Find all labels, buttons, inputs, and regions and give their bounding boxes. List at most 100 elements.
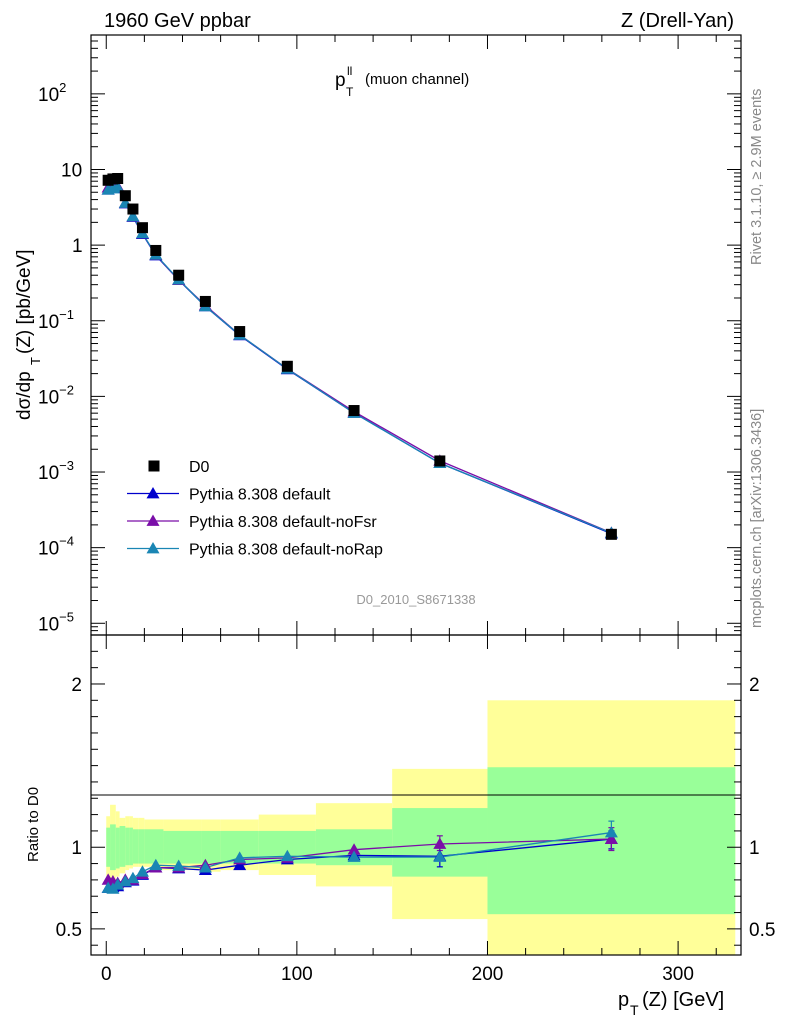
- main-y-tick-exponent: 2: [59, 80, 66, 95]
- ratio-band-stat: [106, 827, 111, 867]
- ratio-band-stat: [151, 829, 164, 864]
- data-point-d0: [150, 244, 162, 256]
- main-point-noRap: [111, 180, 125, 193]
- ratio-point-default: [233, 858, 247, 871]
- main-y-tick-exponent: −1: [59, 307, 74, 322]
- ratio-band-stat: [125, 827, 130, 866]
- data-point-d0: [434, 455, 446, 467]
- main-y-tick-base: 10: [38, 614, 59, 635]
- data-point-d0: [136, 222, 148, 234]
- data-point-d0: [281, 360, 293, 372]
- legend-marker-noRap: [146, 542, 160, 554]
- rivet-label: Rivet 3.1.10, ≥ 2.9M events: [749, 89, 765, 265]
- ratio-point-noRap: [347, 850, 361, 862]
- main-y-tick-exponent: −5: [59, 609, 74, 624]
- ratio-band-stat: [132, 829, 139, 864]
- ratio-series: [101, 820, 618, 894]
- analysis-watermark: D0_2010_S8671338: [356, 592, 475, 607]
- main-y-tick-label: 102: [38, 80, 66, 106]
- ratio-band-stat: [163, 830, 202, 864]
- ratio-point-noRap: [280, 849, 294, 862]
- plot-title-sup: ll: [347, 64, 352, 78]
- legend-label-noFsr: Pythia 8.308 default-noFsr: [189, 514, 377, 531]
- ratio-point-noRap: [126, 871, 140, 884]
- ratio-point-noRap: [111, 878, 125, 890]
- main-y-tick-label: 1: [72, 236, 83, 257]
- ratio-point-noRap: [433, 850, 447, 862]
- ratio-band-stat: [115, 827, 120, 869]
- ratio-y-axis-label: Ratio to D0: [25, 787, 42, 862]
- main-y-tick-label: 10: [61, 160, 82, 181]
- legend: D0 Pythia 8.308 default Pythia 8.308 defau…: [127, 459, 383, 559]
- main-line-default: [107, 186, 612, 535]
- main-y-axis-label: dσ/dp T (Z) [pb/GeV]: [14, 249, 43, 420]
- plot-title-main: p: [335, 70, 346, 91]
- ratio-band-stat: [119, 826, 126, 867]
- legend-label-data: D0: [189, 459, 210, 476]
- x-tick-label: 200: [472, 964, 504, 985]
- main-y-tick-label: 10−5: [38, 609, 74, 635]
- data-point-d0: [348, 405, 360, 417]
- ratio-band-stat: [144, 829, 152, 864]
- data-point-d0: [112, 173, 124, 185]
- ratio-y-tick-label-left: 1: [71, 838, 82, 859]
- data-point-d0: [199, 295, 211, 307]
- data-point-d0: [234, 326, 246, 338]
- main-y-tick-label: 10−1: [38, 307, 74, 333]
- plot-title-sub: T: [346, 85, 354, 99]
- ratio-point-noRap: [198, 861, 212, 873]
- ratio-y-tick-label-right: 1: [749, 838, 760, 859]
- x-tick-label: 0: [101, 964, 112, 985]
- ratio-y-tick-label-right: 2: [749, 675, 760, 696]
- ratio-uncertainty-bands: [106, 700, 736, 955]
- main-y-tick-base: 10: [38, 312, 59, 333]
- main-ylabel-a: dσ/dp: [14, 371, 35, 420]
- legend-marker-data: [148, 460, 160, 472]
- xlabel-b: (Z) [GeV]: [642, 989, 724, 1011]
- legend-label-default: Pythia 8.308 default: [189, 487, 331, 504]
- xlabel-sub: T: [630, 1002, 639, 1018]
- mcplots-label: mcplots.cern.ch [arXiv:1306.3436]: [749, 409, 765, 628]
- ratio-y-tick-label-right: 0.5: [749, 920, 775, 941]
- main-y-tick-base: 1: [72, 236, 83, 257]
- main-y-tick-base: 10: [38, 463, 59, 484]
- main-ylabel-b: (Z) [pb/GeV]: [14, 249, 35, 354]
- main-ylabel-sub: T: [28, 357, 43, 365]
- x-axis-label: p T (Z) [GeV]: [618, 989, 724, 1018]
- data-point-d0: [173, 269, 185, 281]
- ratio-frame: [90, 634, 742, 956]
- main-y-tick-exponent: −2: [59, 382, 74, 397]
- header-left: 1960 GeV ppbar: [104, 10, 251, 32]
- main-y-tick-base: 10: [38, 85, 59, 106]
- ratio-band-stat: [138, 829, 145, 864]
- ratio-point-noRap: [233, 851, 247, 863]
- main-line-noFsr: [108, 185, 612, 534]
- main-y-tick-base: 10: [38, 539, 59, 560]
- main-series: [101, 173, 618, 540]
- ratio-point-noFsr: [433, 837, 447, 849]
- data-point-d0: [127, 203, 139, 215]
- legend-label-noRap: Pythia 8.308 default-noRap: [189, 542, 383, 559]
- ratio-y-tick-label-left: 2: [71, 675, 82, 696]
- x-tick-label: 300: [662, 964, 694, 985]
- main-y-tick-label: 10−2: [38, 382, 74, 408]
- plot-title-rest: (muon channel): [365, 71, 469, 88]
- legend-marker-default: [146, 487, 160, 499]
- ratio-point-noRap: [149, 858, 163, 871]
- ratio-point-noRap: [118, 875, 132, 887]
- ratio-point-noFsr: [347, 843, 361, 855]
- ratio-point-noRap: [135, 865, 149, 877]
- ratio-band-stat: [110, 824, 116, 871]
- main-point-noRap: [126, 209, 140, 222]
- ratio-point-noRap: [172, 859, 186, 871]
- main-line-noRap: [107, 186, 612, 534]
- x-tick-label: 100: [281, 964, 313, 985]
- data-point-d0: [119, 190, 131, 202]
- ratio-band-stat: [201, 830, 221, 864]
- ratio-point-noFsr: [604, 832, 618, 844]
- xlabel-a: p: [618, 989, 629, 1011]
- main-y-tick-label: 10−3: [38, 458, 74, 484]
- main-y-tick-base: 10: [61, 160, 82, 181]
